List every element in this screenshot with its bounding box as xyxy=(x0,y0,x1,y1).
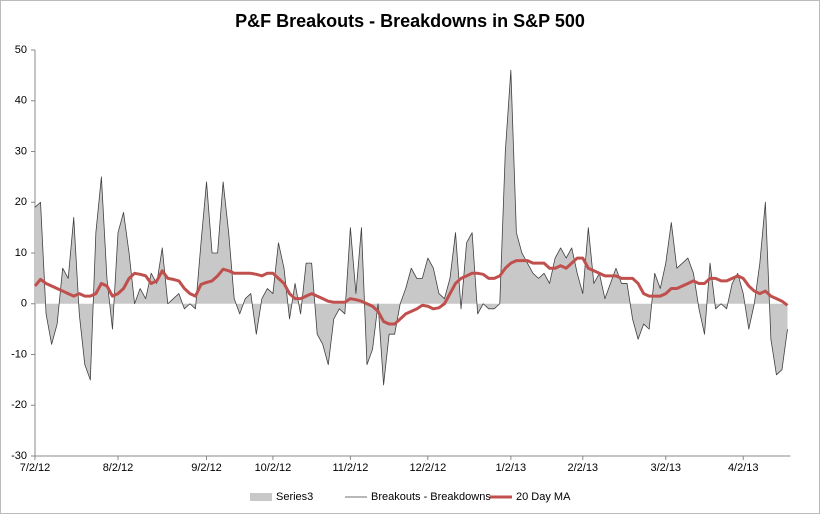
y-tick-label: 20 xyxy=(15,196,27,208)
legend-label: Breakouts - Breakdowns xyxy=(371,491,491,503)
y-tick-label: 30 xyxy=(15,145,27,157)
line xyxy=(34,69,788,386)
x-tick-label: 7/2/12 xyxy=(20,462,51,474)
x-tick-label: 2/2/13 xyxy=(567,462,598,474)
x-tick-label: 9/2/12 xyxy=(191,462,222,474)
x-tick-label: 12/2/12 xyxy=(409,462,446,474)
y-tick-label: -20 xyxy=(11,399,27,411)
line xyxy=(33,256,789,326)
x-tick-label: 3/2/13 xyxy=(650,462,681,474)
y-tick-label: 0 xyxy=(21,298,27,310)
y-tick-label: 40 xyxy=(15,95,27,107)
x-tick-label: 10/2/12 xyxy=(255,462,292,474)
y-tick-label: 50 xyxy=(15,44,27,56)
x-tick-label: 8/2/12 xyxy=(103,462,134,474)
legend-label: Series3 xyxy=(276,491,313,503)
y-tick-label: -30 xyxy=(11,450,27,462)
legend-label: 20 Day MA xyxy=(516,491,571,503)
y-tick-label: -10 xyxy=(11,348,27,360)
x-tick-label: 11/2/12 xyxy=(332,462,368,474)
chart-title: P&F Breakouts - Breakdowns in S&P 500 xyxy=(235,11,585,31)
legend-swatch xyxy=(250,493,272,501)
x-tick-label: 4/2/13 xyxy=(728,462,759,474)
x-tick-label: 1/2/13 xyxy=(496,462,527,474)
y-tick-label: 10 xyxy=(15,247,27,259)
